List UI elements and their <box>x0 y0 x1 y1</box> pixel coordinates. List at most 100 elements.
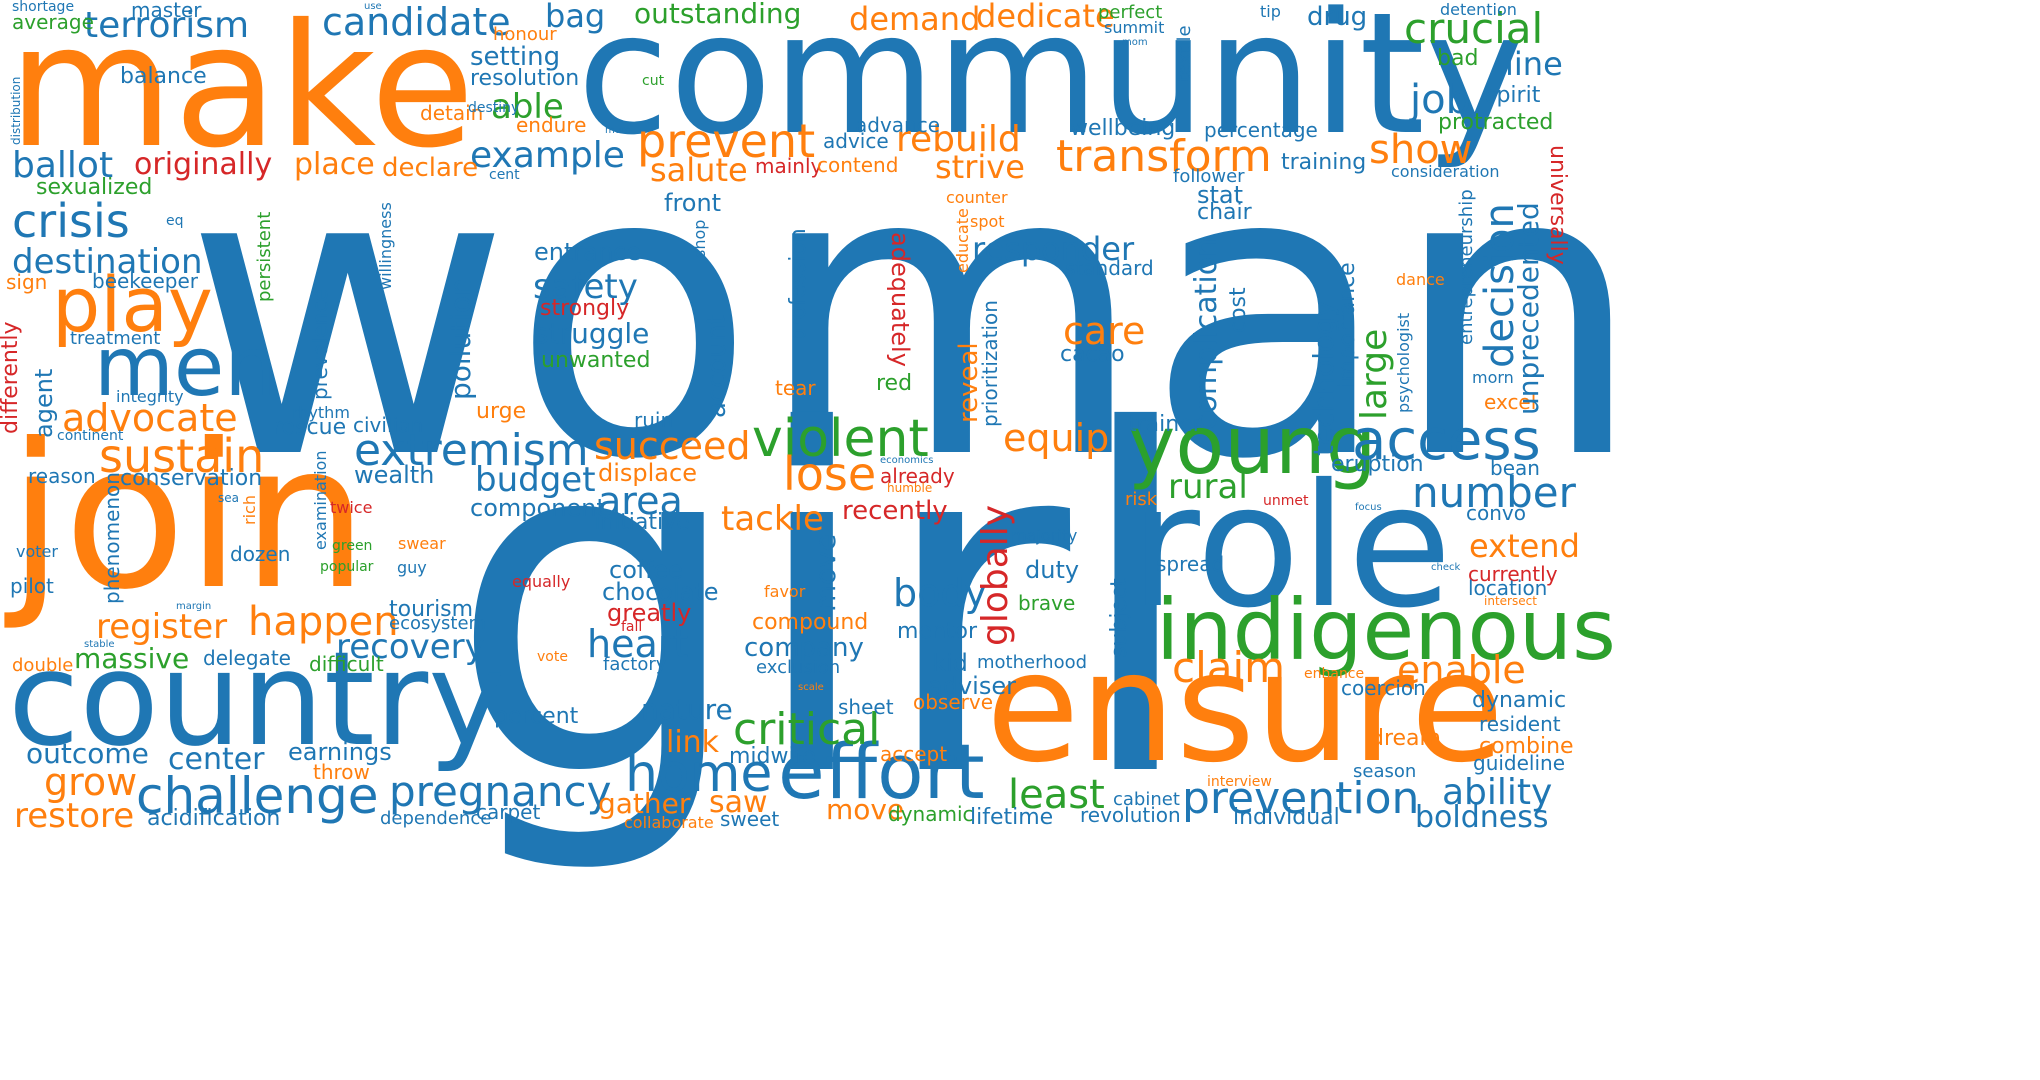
word-body: body <box>893 571 987 615</box>
word-massive: massive <box>74 642 190 675</box>
word-swear: swear <box>398 534 446 553</box>
word-risk: risk <box>1125 489 1158 510</box>
word-access: access <box>1352 408 1541 473</box>
word-crucial: crucial <box>1404 4 1544 53</box>
word-sheet: sheet <box>838 695 894 719</box>
word-already: already <box>880 464 955 488</box>
word-struggle: struggle <box>534 317 650 350</box>
word-interview: interview <box>1207 774 1272 790</box>
word-indigenous: indigenous <box>1156 581 1616 679</box>
word-detention: detention <box>1440 0 1517 19</box>
word-community: community <box>577 0 1525 172</box>
word-revolution: revolution <box>1080 803 1181 827</box>
word-acidification: acidification <box>147 806 281 831</box>
word-popular: popular <box>320 559 374 575</box>
word-check: check <box>1431 562 1461 573</box>
word-coffee: coffee <box>609 556 683 584</box>
word-resolution: resolution <box>470 66 580 91</box>
word-claim: claim <box>1172 643 1286 692</box>
word-effort: effort <box>778 727 985 816</box>
word-cabinet: cabinet <box>1113 789 1180 810</box>
word-reason: reason <box>28 464 96 488</box>
word-advice: advice <box>823 129 889 153</box>
word-master: master <box>131 0 202 22</box>
word-red: red <box>876 371 913 396</box>
word-training: training <box>1281 150 1367 175</box>
word-persistent: persistent <box>254 211 275 302</box>
word-eq: eq <box>166 213 184 229</box>
word-adviser: adviser <box>928 672 1016 700</box>
word-season: season <box>1353 761 1417 782</box>
word-trainer: trainer <box>1128 412 1202 437</box>
word-advance: advance <box>855 113 941 137</box>
word-protracted: protracted <box>1438 110 1554 135</box>
word-humble: humble <box>887 481 933 495</box>
word-differently: differently <box>0 321 23 434</box>
word-destination: destination <box>12 242 203 282</box>
word-bad: bad <box>1437 46 1479 71</box>
word-account: account <box>702 314 732 418</box>
word-compound: compound <box>752 610 869 635</box>
word-dance: dance <box>1396 270 1445 289</box>
word-men: men <box>94 320 277 415</box>
word-convo: convo <box>1466 501 1526 525</box>
word-extremism: extremism <box>354 425 589 476</box>
word-boldness: boldness <box>1415 800 1549 835</box>
word-home: home <box>625 744 773 804</box>
word-continent: continent <box>57 428 124 444</box>
word-earnings: earnings <box>288 738 392 766</box>
word-dedicate: dedicate <box>976 0 1115 35</box>
word-motherhood: motherhood <box>977 652 1088 673</box>
word-agent: agent <box>30 368 58 438</box>
word-company: company <box>744 633 864 663</box>
word-gather: gather <box>598 787 691 820</box>
word-violent: violent <box>752 409 929 469</box>
word-shop: shop <box>690 219 709 258</box>
word-dynamic-2: dynamic <box>888 802 974 826</box>
word-prevalence: prevalence <box>308 289 332 400</box>
word-crisis: crisis <box>12 194 130 248</box>
word-focus: focus <box>1355 502 1382 513</box>
word-excel: excel <box>1484 390 1537 414</box>
word-saw: saw <box>709 785 768 820</box>
word-kid: kid <box>932 649 968 677</box>
word-entrepreneurship: entrepreneurship <box>1456 189 1477 345</box>
word-universally: universally <box>1545 145 1570 265</box>
word-move-2: move <box>809 533 842 612</box>
word-intersect: intersect <box>1484 594 1537 608</box>
word-happen: happen <box>248 599 399 645</box>
word-currently: currently <box>1468 562 1558 586</box>
word-double: double <box>12 655 74 676</box>
word-transform: transform <box>1056 131 1272 182</box>
word-use: use <box>364 1 382 12</box>
word-join: join <box>8 401 369 634</box>
word-rural: rural <box>1168 467 1248 507</box>
word-entrance: entrance <box>534 238 642 266</box>
word-follower: follower <box>1173 166 1245 187</box>
word-declare: declare <box>382 153 479 183</box>
word-treatment: treatment <box>70 328 161 349</box>
word-cacao: cacao <box>1060 342 1125 367</box>
word-accept: accept <box>880 742 948 766</box>
word-initiative: initiative <box>594 510 690 535</box>
word-displace: displace <box>598 459 697 487</box>
word-nature: nature <box>641 693 733 726</box>
word-rescue: rescue <box>273 415 347 440</box>
word-enable: enable <box>1397 648 1526 692</box>
word-integrity: integrity <box>116 387 184 406</box>
word-challenge: challenge <box>136 767 379 825</box>
word-greatly: greatly <box>607 599 692 627</box>
word-outstanding: outstanding <box>634 0 802 30</box>
word-tip: tip <box>1260 2 1281 21</box>
word-individual: individual <box>1233 805 1340 830</box>
word-recently: recently <box>842 496 948 526</box>
word-civilian: civilian <box>353 413 423 437</box>
word-spread: spread <box>1156 552 1225 576</box>
word-stat: stat <box>1197 181 1244 209</box>
word-rebuild: rebuild <box>896 119 1021 160</box>
word-summit: summit <box>1104 18 1165 37</box>
word-bean: bean <box>1490 456 1540 480</box>
word-extend: extend <box>1469 527 1580 565</box>
word-responder: responder <box>972 230 1135 268</box>
